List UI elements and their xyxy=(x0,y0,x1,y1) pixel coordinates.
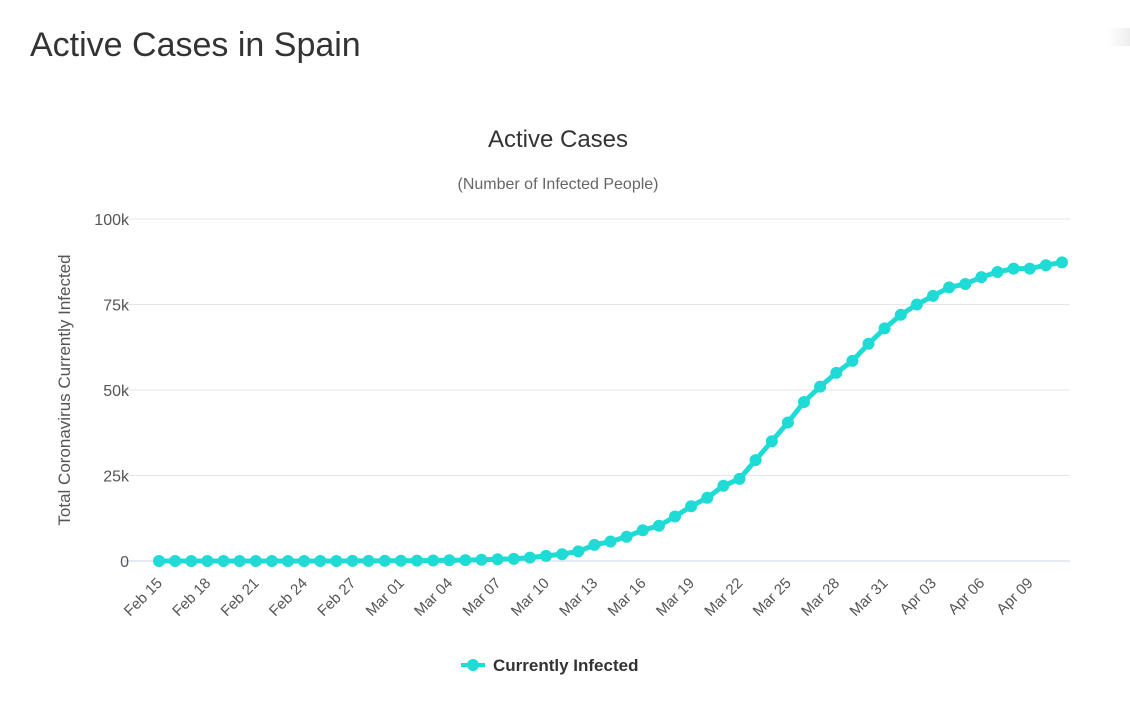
data-point[interactable] xyxy=(572,545,585,558)
series-line xyxy=(156,259,1065,564)
x-tick-label: Mar 31 xyxy=(846,575,891,620)
x-tick-label: Mar 28 xyxy=(798,575,843,620)
y-tick-label: 100k xyxy=(94,212,130,229)
data-point[interactable] xyxy=(540,549,552,562)
series-currently-infected xyxy=(153,256,1068,567)
data-point[interactable] xyxy=(685,500,698,513)
data-point[interactable] xyxy=(701,491,714,504)
data-point[interactable] xyxy=(765,435,778,448)
legend-marker xyxy=(467,659,479,671)
legend-label: Currently Infected xyxy=(493,656,638,675)
data-point[interactable] xyxy=(1056,256,1068,269)
data-point[interactable] xyxy=(830,366,843,379)
data-point[interactable] xyxy=(314,555,327,567)
y-axis-ticks: 0 25k 50k 75k 100k xyxy=(94,212,130,571)
data-point[interactable] xyxy=(427,554,440,567)
y-tick-label: 50k xyxy=(103,383,130,400)
x-tick-label: Mar 01 xyxy=(363,575,408,620)
x-tick-label: Feb 27 xyxy=(314,575,359,620)
x-tick-label: Feb 24 xyxy=(266,575,311,620)
data-point[interactable] xyxy=(1007,262,1020,275)
data-point[interactable] xyxy=(798,396,810,408)
x-tick-label: Apr 06 xyxy=(945,575,988,618)
data-point[interactable] xyxy=(491,553,504,566)
data-point[interactable] xyxy=(249,555,262,567)
data-point[interactable] xyxy=(588,538,601,551)
y-tick-label: 25k xyxy=(103,469,130,486)
data-point[interactable] xyxy=(362,554,375,567)
data-point[interactable] xyxy=(733,472,746,485)
data-point[interactable] xyxy=(991,266,1004,278)
data-point[interactable] xyxy=(943,281,956,294)
data-point[interactable] xyxy=(346,554,359,567)
y-axis-label: Total Coronavirus Currently Infected xyxy=(55,254,74,525)
data-point[interactable] xyxy=(459,554,472,567)
data-point[interactable] xyxy=(169,555,182,567)
data-point[interactable] xyxy=(975,271,988,284)
data-point[interactable] xyxy=(910,298,923,311)
data-point[interactable] xyxy=(846,354,859,367)
corner-fade xyxy=(1108,28,1130,46)
data-point[interactable] xyxy=(894,308,907,321)
data-point[interactable] xyxy=(201,555,214,567)
x-tick-label: Apr 09 xyxy=(993,575,1036,618)
data-point[interactable] xyxy=(475,553,488,566)
data-point[interactable] xyxy=(556,548,569,561)
data-point[interactable] xyxy=(652,519,665,532)
x-axis-ticks: Feb 15 Feb 18 Feb 21 Feb 24 Feb 27 Mar 01 Mar … xyxy=(121,575,1037,620)
x-tick-label: Mar 04 xyxy=(411,575,456,620)
x-tick-label: Mar 10 xyxy=(508,575,553,620)
data-point[interactable] xyxy=(523,551,536,564)
data-point[interactable] xyxy=(298,555,311,567)
data-point[interactable] xyxy=(411,554,423,567)
x-tick-label: Feb 18 xyxy=(169,575,214,620)
data-point[interactable] xyxy=(814,380,827,393)
chart-title: Active Cases xyxy=(488,126,628,153)
y-tick-label: 75k xyxy=(103,298,130,315)
x-tick-label: Mar 07 xyxy=(459,575,504,620)
x-tick-label: Feb 15 xyxy=(121,575,166,620)
chart-subtitle: (Number of Infected People) xyxy=(458,176,659,193)
data-point[interactable] xyxy=(443,554,456,567)
data-point[interactable] xyxy=(217,555,230,567)
data-point[interactable] xyxy=(153,555,165,567)
data-point[interactable] xyxy=(233,555,246,567)
x-tick-label: Mar 13 xyxy=(556,575,601,620)
data-point[interactable] xyxy=(185,555,198,567)
y-tick-label: 0 xyxy=(120,554,129,571)
data-point[interactable] xyxy=(378,554,391,567)
data-point[interactable] xyxy=(927,289,939,302)
data-point[interactable] xyxy=(669,510,681,523)
data-point[interactable] xyxy=(959,278,972,290)
data-point[interactable] xyxy=(330,555,343,567)
data-point[interactable] xyxy=(636,524,649,537)
data-point[interactable] xyxy=(717,479,730,492)
data-point[interactable] xyxy=(507,552,520,565)
legend[interactable]: Currently Infected xyxy=(461,656,638,675)
data-point[interactable] xyxy=(781,416,794,429)
page-title: Active Cases in Spain xyxy=(30,26,361,64)
x-tick-label: Mar 25 xyxy=(750,575,795,620)
x-tick-label: Feb 21 xyxy=(218,575,263,620)
data-point[interactable] xyxy=(282,555,294,567)
data-point[interactable] xyxy=(620,530,633,543)
x-tick-label: Apr 03 xyxy=(897,575,940,618)
data-point[interactable] xyxy=(394,554,407,567)
data-point[interactable] xyxy=(1039,259,1052,272)
x-tick-label: Mar 19 xyxy=(653,575,698,620)
data-point[interactable] xyxy=(878,322,891,335)
data-point[interactable] xyxy=(265,555,278,567)
x-tick-label: Mar 16 xyxy=(605,575,650,620)
data-point[interactable] xyxy=(749,454,762,467)
data-point[interactable] xyxy=(862,337,875,350)
x-tick-label: Mar 22 xyxy=(701,575,746,620)
grid-lines xyxy=(124,218,1070,562)
data-point[interactable] xyxy=(604,535,617,548)
data-point[interactable] xyxy=(1023,262,1036,275)
